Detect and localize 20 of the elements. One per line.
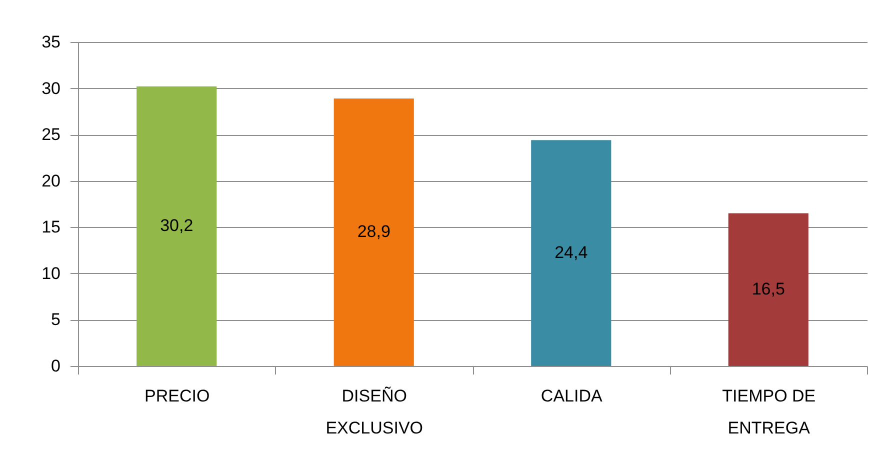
bar [728, 213, 808, 366]
y-tick-label: 20 [42, 171, 60, 190]
y-tick-label: 0 [51, 356, 60, 376]
data-label: 24,4 [554, 243, 588, 262]
x-tick-label: TIEMPO DE ENTREGA [722, 386, 816, 438]
bar [136, 86, 217, 366]
bar [531, 140, 612, 366]
y-tick-label: 35 [42, 32, 60, 52]
bar [334, 98, 414, 366]
y-tick-label: 10 [42, 264, 60, 283]
y-tick-label: 15 [42, 218, 60, 237]
data-label: 28,9 [357, 222, 390, 242]
x-tick-label: CALIDA [540, 386, 603, 406]
x-tick-label: PRECIO [144, 386, 210, 406]
y-tick-label: 30 [42, 78, 60, 98]
x-tick-label: DISEÑO EXCLUSIVO [326, 386, 424, 438]
data-label: 30,2 [160, 216, 194, 236]
y-tick-label: 25 [42, 125, 60, 144]
data-label: 16,5 [752, 280, 785, 299]
y-tick-label: 5 [51, 310, 60, 330]
